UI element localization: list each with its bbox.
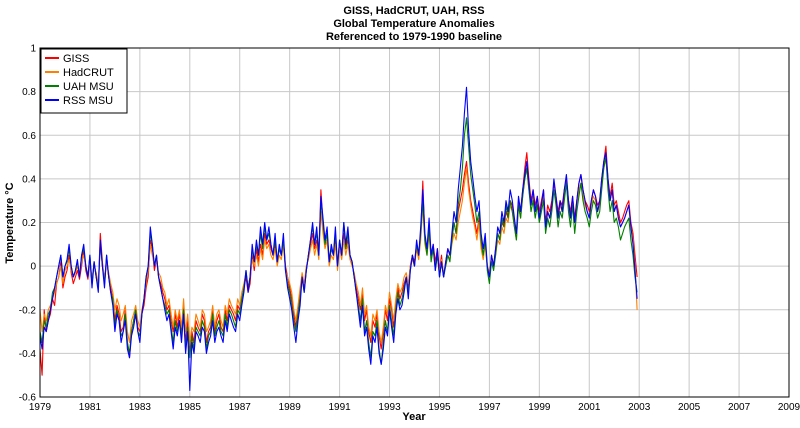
x-tick-label: 1989 — [279, 402, 302, 413]
x-axis-title: Year — [402, 411, 426, 423]
legend-label: UAH MSU — [63, 81, 114, 93]
x-tick-label: 2003 — [628, 402, 651, 413]
legend-box — [40, 48, 128, 114]
series-line-rss-msu — [39, 86, 638, 392]
y-tick-label: -0.6 — [19, 393, 37, 404]
legend-label: HadCRUT — [63, 67, 114, 79]
x-tick-label: 1995 — [428, 402, 451, 413]
x-tick-label: 1997 — [478, 402, 501, 413]
x-tick-label: 2007 — [728, 402, 751, 413]
x-tick-label: 1983 — [129, 402, 152, 413]
x-tick-label: 1999 — [528, 402, 551, 413]
y-axis-title: Temperature °C — [4, 182, 16, 263]
x-tick-label: 1987 — [229, 402, 252, 413]
x-tick-label: 1985 — [179, 402, 202, 413]
x-tick-label: 1979 — [29, 402, 52, 413]
y-tick-label: 0 — [30, 262, 36, 273]
plot-frame — [39, 47, 790, 398]
chart-title-line-1: GISS, HadCRUT, UAH, RSS — [343, 5, 484, 17]
chart-title-line-2: Global Temperature Anomalies — [333, 18, 494, 30]
y-tick-label: -0.2 — [19, 305, 37, 316]
y-tick-label: 0.8 — [22, 87, 36, 98]
x-tick-label: 2001 — [578, 402, 601, 413]
x-tick-label: 2009 — [778, 402, 800, 413]
y-tick-label: 1 — [30, 44, 36, 55]
y-tick-label: 0.4 — [22, 174, 36, 185]
legend-label: RSS MSU — [63, 95, 113, 107]
x-tick-label: 1993 — [378, 402, 401, 413]
y-tick-label: 0.2 — [22, 218, 36, 229]
chart-title-line-3: Referenced to 1979-1990 baseline — [326, 31, 502, 43]
series-lines — [39, 86, 638, 392]
x-tick-label: 1991 — [328, 402, 351, 413]
x-tick-label: 1981 — [79, 402, 102, 413]
legend: GISS HadCRUT UAH MSU RSS MSU — [40, 48, 128, 114]
y-tick-label: -0.4 — [19, 349, 37, 360]
x-tick-label: 2005 — [678, 402, 701, 413]
legend-label: GISS — [63, 53, 89, 65]
tick-labels: 1979 1981 1983 1985 1987 1989 1991 1993 1995 1997… — [19, 44, 800, 414]
y-tick-label: 0.6 — [22, 131, 36, 142]
